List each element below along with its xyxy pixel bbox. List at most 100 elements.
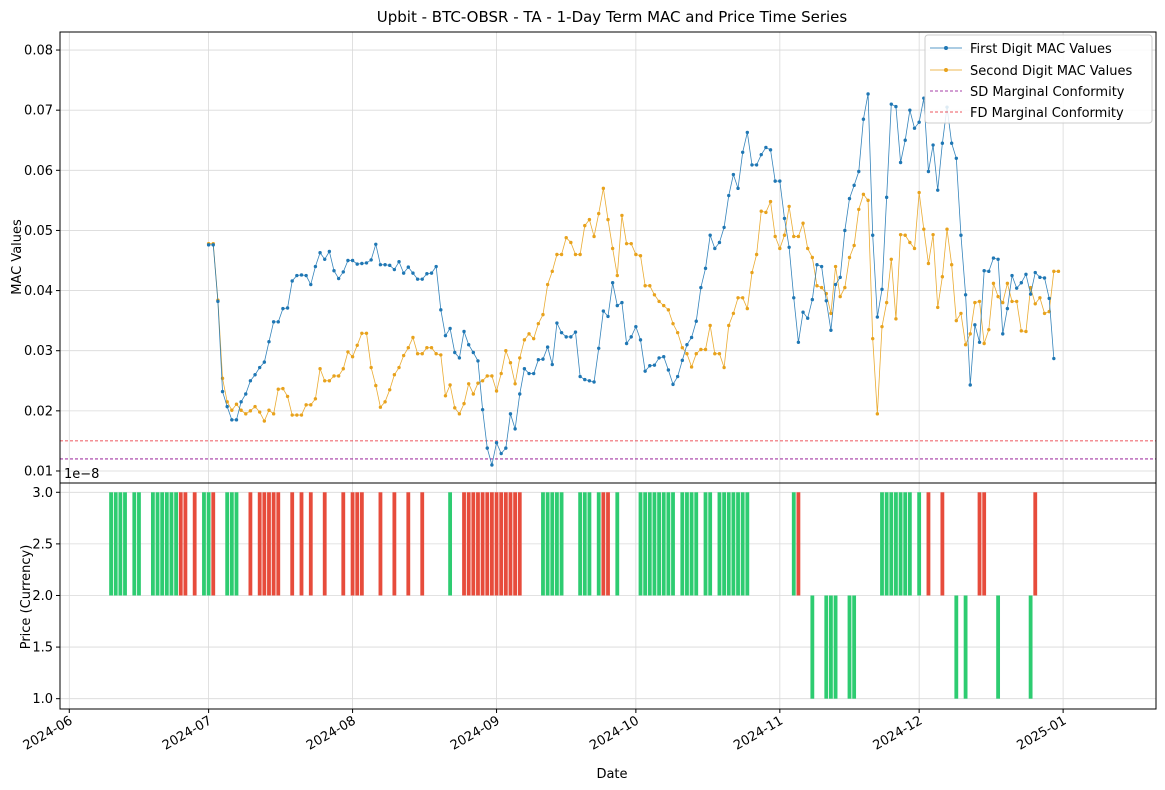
first-digit-mac-values-point [476,359,480,363]
first-digit-mac-values-point [652,363,657,367]
price-bar-up [169,492,174,596]
price-bar-up [113,492,118,596]
first-digit-mac-values-point [592,380,596,384]
first-digit-mac-values-point [694,319,698,323]
price-bar-up [652,492,657,596]
first-digit-mac-values-point [480,407,485,412]
second-digit-mac-values-point [439,353,443,357]
price-bar-up [174,492,179,596]
price-bar-down [1033,492,1038,596]
first-digit-mac-values-point [309,282,313,287]
price-bar-up [541,492,545,596]
first-digit-mac-values-point [257,365,262,370]
second-digit-mac-values-point [248,409,253,413]
price-bar-up [164,492,169,596]
price-bar-up [903,492,908,596]
second-digit-mac-values-point [787,204,791,209]
first-digit-mac-values-point [374,242,378,246]
second-digit-mac-values-point [959,311,963,316]
first-digit-mac-values-point [926,169,931,174]
price-bar-up [880,492,884,596]
second-digit-mac-values-point [638,254,643,258]
price-bar-up [615,492,620,596]
price-axes-frame [59,482,1157,710]
price-bar-up [559,492,564,596]
first-digit-mac-values-point [448,326,452,331]
second-digit-mac-values-point [634,252,638,257]
mac-y-tick-label: 0.04 [24,284,53,299]
first-digit-mac-values-point [360,261,364,266]
second-digit-mac-values-point [378,405,383,409]
second-digit-mac-values-point [829,311,833,316]
price-bar-down [262,492,267,596]
first-digit-mac-values-point [341,270,345,274]
first-digit-mac-values-point [453,350,457,355]
price-bar-down [503,492,508,596]
price-bar-down [601,492,606,596]
first-digit-mac-values-point [332,269,336,273]
first-digit-mac-values-point [1042,276,1047,280]
price-bar-up [685,492,689,596]
first-digit-mac-values-point [336,276,341,281]
second-digit-mac-values-point [443,394,448,398]
first-digit-mac-values-point [689,335,694,340]
second-digit-mac-values-point [369,365,373,370]
second-digit-mac-values-point [420,352,424,356]
first-digit-mac-values-point [764,145,768,150]
second-digit-mac-values-point [290,413,294,417]
second-digit-mac-values-point [987,327,991,332]
first-digit-mac-values-point [401,271,406,275]
second-digit-mac-values-point [508,361,513,365]
first-digit-mac-values-point [731,172,736,177]
first-digit-mac-values-point [1033,270,1037,275]
second-digit-mac-values-point [262,419,267,423]
second-digit-mac-values-point [490,374,494,378]
second-digit-mac-values-point [750,270,754,275]
second-digit-mac-values-point [332,374,336,378]
first-digit-mac-values-point [439,308,443,312]
second-digit-mac-values-point [973,300,977,305]
mac-panel: 0.01 0.02 0.03 0.04 0.05 0.06 0.07 0.08 MAC Val… [10,31,1157,484]
first-digit-mac-values-point [271,320,276,324]
second-digit-mac-values-point [624,241,629,246]
second-digit-mac-values-point [466,382,471,386]
second-digit-mac-values-point [388,388,392,392]
price-bar-up [582,492,587,596]
price-bar-down [378,492,383,596]
second-digit-mac-values-point [406,346,411,350]
price-bar-up [596,492,601,596]
first-digit-mac-values-point [597,346,601,350]
second-digit-mac-values-point [847,255,852,260]
second-digit-mac-values-point [499,371,503,376]
price-bar-down [267,492,271,596]
first-digit-mac-values-point [801,310,805,314]
first-digit-mac-values-point [740,150,745,154]
legend-box [924,34,1153,124]
first-digit-mac-values-point [388,263,392,268]
price-bar-up [118,492,123,596]
first-digit-mac-values-point [323,257,327,261]
second-digit-mac-values-point [1024,329,1028,334]
first-digit-mac-values-point [601,309,606,313]
legend-label-first-digit: First Digit MAC Values [970,42,1112,57]
price-bar-down [517,492,522,596]
second-digit-mac-values-point [1056,269,1061,274]
first-digit-mac-values-point [903,138,907,142]
first-digit-mac-values-point [973,323,977,327]
second-digit-mac-values-point [717,352,722,356]
legend-label-sd-conformity: SD Marginal Conformity [970,85,1125,100]
second-digit-mac-values-point [926,261,931,266]
first-digit-mac-values-point [578,374,582,379]
first-digit-mac-values-point [750,163,754,167]
price-bar-down [940,492,945,596]
second-digit-mac-values-point [610,246,615,251]
second-digit-mac-values-point [239,408,243,412]
price-bar-down [355,492,360,596]
first-digit-mac-values-point [662,355,666,359]
first-digit-mac-values-point [880,287,884,292]
second-digit-mac-values-point [764,210,768,215]
first-digit-mac-values-point [889,102,893,106]
first-digit-mac-values-point [977,340,982,344]
second-digit-mac-values-point [476,381,480,385]
